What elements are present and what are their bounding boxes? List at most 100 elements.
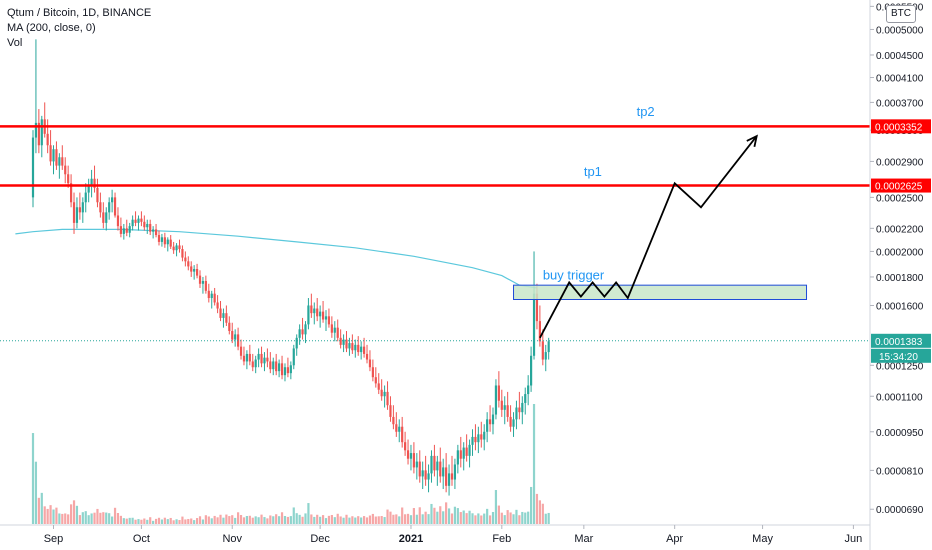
candle xyxy=(459,436,462,468)
candle xyxy=(278,359,281,378)
candle-body xyxy=(149,223,152,232)
candle-body xyxy=(72,202,76,223)
candle xyxy=(409,444,413,471)
candle-body xyxy=(289,365,292,374)
volume-bar xyxy=(389,511,392,524)
candle-body xyxy=(351,343,354,351)
candle-body xyxy=(304,324,307,335)
candle-body xyxy=(307,305,310,325)
candle xyxy=(134,211,137,227)
volume-bar xyxy=(357,516,360,524)
candle-body xyxy=(178,245,181,250)
volume-bar xyxy=(456,508,459,524)
candle xyxy=(34,39,38,154)
candle-body xyxy=(330,324,333,333)
candle xyxy=(404,431,407,456)
candle xyxy=(497,371,500,408)
candle xyxy=(374,367,377,388)
candle-body xyxy=(357,344,360,353)
candle xyxy=(172,241,175,254)
candle xyxy=(392,405,395,430)
buy-zone-rect xyxy=(513,284,808,301)
candle xyxy=(360,341,363,360)
volume-bar xyxy=(483,513,486,524)
candle xyxy=(324,310,328,332)
time-tick-label: Apr xyxy=(666,533,683,545)
candle xyxy=(486,412,489,443)
candle xyxy=(389,396,392,422)
candle xyxy=(383,385,386,408)
candle xyxy=(125,219,128,237)
buy-zone xyxy=(513,284,808,301)
candle xyxy=(198,270,202,288)
volume-bar xyxy=(125,518,128,524)
candle-body xyxy=(368,359,372,368)
volume-bar xyxy=(93,512,96,524)
candle xyxy=(52,145,55,175)
symbol-title[interactable]: Qtum / Bitcoin, 1D, BINANCE xyxy=(7,7,152,19)
candle-body xyxy=(292,348,295,366)
volume-bar xyxy=(61,513,64,524)
candle xyxy=(380,379,383,401)
volume-bar xyxy=(324,518,328,524)
volume-bar xyxy=(547,512,550,524)
candle xyxy=(412,442,415,474)
volume-bar xyxy=(84,511,87,524)
candle-body xyxy=(398,426,401,432)
candle xyxy=(307,298,310,330)
candle-body xyxy=(184,257,187,262)
volume-bar xyxy=(313,516,316,524)
candle-body xyxy=(166,239,169,245)
candle-body xyxy=(541,341,544,360)
candle xyxy=(87,178,90,203)
volume-bar xyxy=(506,510,509,524)
candle xyxy=(313,302,316,325)
candle-body xyxy=(81,202,84,213)
candle-body xyxy=(111,197,114,203)
candle-body xyxy=(316,308,319,317)
countdown-text: 15:34:20 xyxy=(879,352,918,363)
volume-indicator-label[interactable]: Vol xyxy=(7,37,23,49)
tp2-price-badge-text: 0.0003352 xyxy=(875,122,923,133)
candle-body xyxy=(280,363,284,376)
price-tick-label: 0.0000690 xyxy=(876,505,924,516)
candle-body xyxy=(310,305,313,314)
currency-button[interactable]: BTC xyxy=(886,5,916,23)
candle xyxy=(354,339,357,358)
volume-bar xyxy=(392,514,395,524)
candle xyxy=(345,331,348,353)
candle-body xyxy=(119,226,122,234)
time-tick-label: Dec xyxy=(310,533,330,545)
candle-body xyxy=(160,237,164,242)
candle-body xyxy=(445,467,448,486)
candle xyxy=(213,287,216,306)
candle xyxy=(204,275,207,294)
candle xyxy=(483,424,486,451)
volume-bar xyxy=(362,516,366,524)
volume-bar xyxy=(336,513,339,524)
price-tick-label: 0.0001600 xyxy=(876,301,924,312)
volume-bar xyxy=(122,518,125,524)
volume-bar xyxy=(204,515,207,524)
candle xyxy=(494,379,498,420)
candle-body xyxy=(113,197,117,216)
candle-body xyxy=(248,353,251,362)
candle-body xyxy=(389,405,392,417)
candle xyxy=(245,350,248,370)
candle-body xyxy=(64,165,67,175)
candle-body xyxy=(204,281,207,291)
candle xyxy=(445,453,448,493)
candle-body xyxy=(365,353,369,360)
ma-indicator-label[interactable]: MA (200, close, 0) xyxy=(7,22,96,34)
volume-bar xyxy=(49,505,52,524)
candle xyxy=(37,109,40,154)
volume-bar xyxy=(149,517,152,524)
candle-body xyxy=(401,426,404,443)
volume-bar xyxy=(245,516,248,524)
candle-body xyxy=(260,353,263,364)
candle-body xyxy=(386,391,389,406)
volume-bar xyxy=(113,507,117,524)
volume-bar xyxy=(210,518,213,524)
volume-bar xyxy=(237,512,240,524)
